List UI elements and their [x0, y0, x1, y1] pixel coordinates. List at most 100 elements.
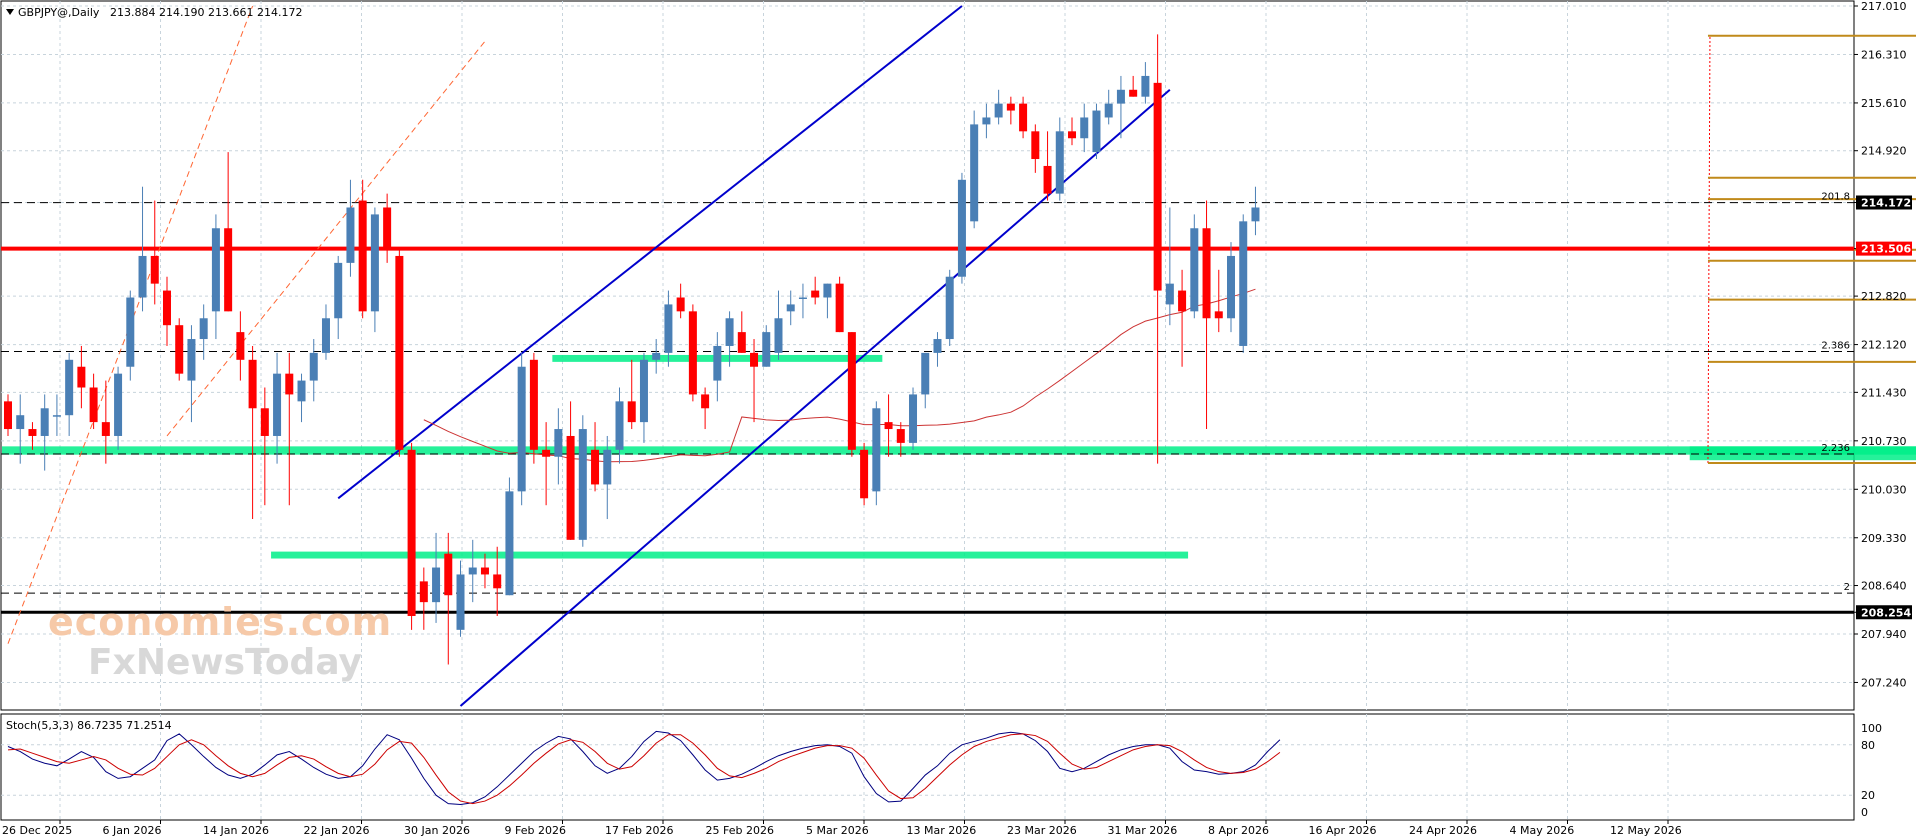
- candle-body: [823, 283, 832, 298]
- stoch-level-label: 100: [1861, 722, 1882, 735]
- candle-body: [211, 228, 220, 312]
- price-tick-label: 209.330: [1861, 532, 1907, 545]
- candle-body: [933, 339, 942, 353]
- candle-body: [77, 366, 86, 388]
- candle-body: [358, 200, 367, 312]
- candle-body: [762, 332, 771, 367]
- candle-body: [468, 567, 477, 575]
- dashed-level-label: 2.386: [1821, 340, 1850, 351]
- candle-body: [126, 297, 135, 367]
- channel-upper-line: [337, 5, 963, 500]
- candle-body: [16, 415, 25, 430]
- candle-body: [603, 449, 612, 485]
- date-tick-label: 24 Apr 2026: [1409, 824, 1477, 837]
- date-tick-label: 14 Jan 2026: [203, 824, 269, 837]
- candle-body: [1104, 103, 1113, 118]
- date-tick-label: 4 May 2026: [1510, 824, 1575, 837]
- candle-body: [224, 228, 233, 312]
- price-tag: [1856, 241, 1912, 256]
- candle-body: [187, 339, 196, 381]
- candle-body: [273, 373, 282, 436]
- candle-body: [395, 255, 404, 450]
- symbol-label: GBPJPY@,Daily: [18, 6, 100, 19]
- candle-body: [1006, 103, 1015, 111]
- price-tag-label: 214.172: [1861, 196, 1911, 209]
- candle-body: [444, 553, 453, 596]
- date-tick-label: 30 Jan 2026: [404, 824, 470, 837]
- price-tick-label: 207.940: [1861, 628, 1907, 641]
- dashed-level-label: 2: [1844, 582, 1850, 593]
- candle-body: [1141, 75, 1150, 97]
- candle-body: [517, 366, 526, 492]
- candle-body: [199, 318, 208, 340]
- date-tick-label: 5 Mar 2026: [806, 824, 869, 837]
- candle-body: [260, 408, 269, 436]
- dashed-level-label: 201.8: [1821, 192, 1850, 203]
- candle-body: [138, 255, 147, 298]
- channel-lower-line: [459, 89, 1171, 707]
- stoch-level-label: 80: [1861, 739, 1875, 752]
- candle-body: [1202, 228, 1211, 319]
- candle-body: [248, 359, 257, 409]
- candle-body: [1227, 255, 1235, 319]
- support-zone: [1689, 446, 1916, 461]
- candle-body: [811, 290, 820, 298]
- price-tick-label: 215.610: [1861, 97, 1907, 110]
- stoch-series-line: [7, 730, 1281, 805]
- date-tick-label: 17 Feb 2026: [605, 824, 673, 837]
- candle-body: [1080, 117, 1089, 139]
- ohlc-values: 213.884 214.190 213.661 214.172: [110, 6, 302, 19]
- candle-body: [346, 207, 355, 263]
- price-tag-label: 213.506: [1861, 243, 1911, 256]
- price-tick-label: 211.430: [1861, 386, 1907, 399]
- candle-body: [1092, 110, 1101, 153]
- candle-body: [456, 574, 465, 630]
- candle-body: [847, 332, 856, 450]
- candle-body: [994, 103, 1003, 118]
- candle-body: [639, 359, 648, 423]
- price-tick-label: 216.310: [1861, 48, 1907, 61]
- candle-body: [334, 262, 343, 319]
- candle-body: [701, 394, 710, 409]
- candle-body: [591, 449, 600, 485]
- candle-body: [1068, 131, 1077, 139]
- candle-body: [1214, 311, 1223, 319]
- candle-body: [1055, 131, 1064, 194]
- candle-body: [1153, 82, 1162, 291]
- candle-body: [945, 276, 954, 340]
- date-tick-label: 22 Jan 2026: [304, 824, 370, 837]
- symbol-arrow-icon[interactable]: [6, 9, 14, 15]
- price-tick-label: 212.120: [1861, 339, 1907, 352]
- candle-body: [872, 408, 881, 492]
- candle-body: [40, 408, 49, 436]
- candle-body: [370, 214, 379, 312]
- candle-body: [909, 394, 918, 443]
- candle-body: [1190, 228, 1199, 312]
- candle-body: [297, 380, 306, 402]
- candle-body: [28, 429, 37, 436]
- date-tick-label: 26 Dec 2025: [2, 824, 72, 837]
- candle-body: [493, 574, 502, 589]
- candle-body: [835, 283, 844, 333]
- candle-body: [285, 373, 294, 395]
- price-tick-label: 214.920: [1861, 145, 1907, 158]
- candle-body: [1129, 89, 1138, 97]
- price-tick-label: 217.010: [1861, 0, 1907, 13]
- watermark-economies: economies.com: [48, 600, 392, 644]
- candle-body: [4, 401, 12, 430]
- date-tick-label: 16 Apr 2026: [1309, 824, 1377, 837]
- candle-body: [957, 179, 966, 277]
- candle-body: [505, 491, 514, 596]
- dashed-level-label: 2.236: [1821, 443, 1850, 454]
- support-zone: [271, 551, 1189, 559]
- ma-line: [423, 288, 1256, 463]
- candle-body: [419, 581, 428, 603]
- date-tick-label: 6 Jan 2026: [103, 824, 162, 837]
- candle-body: [407, 449, 416, 616]
- candle-body: [1239, 221, 1248, 346]
- candle-body: [982, 117, 991, 125]
- candle-body: [725, 318, 734, 346]
- stoch-series-line: [7, 733, 1281, 805]
- price-tick-label: 208.640: [1861, 580, 1907, 593]
